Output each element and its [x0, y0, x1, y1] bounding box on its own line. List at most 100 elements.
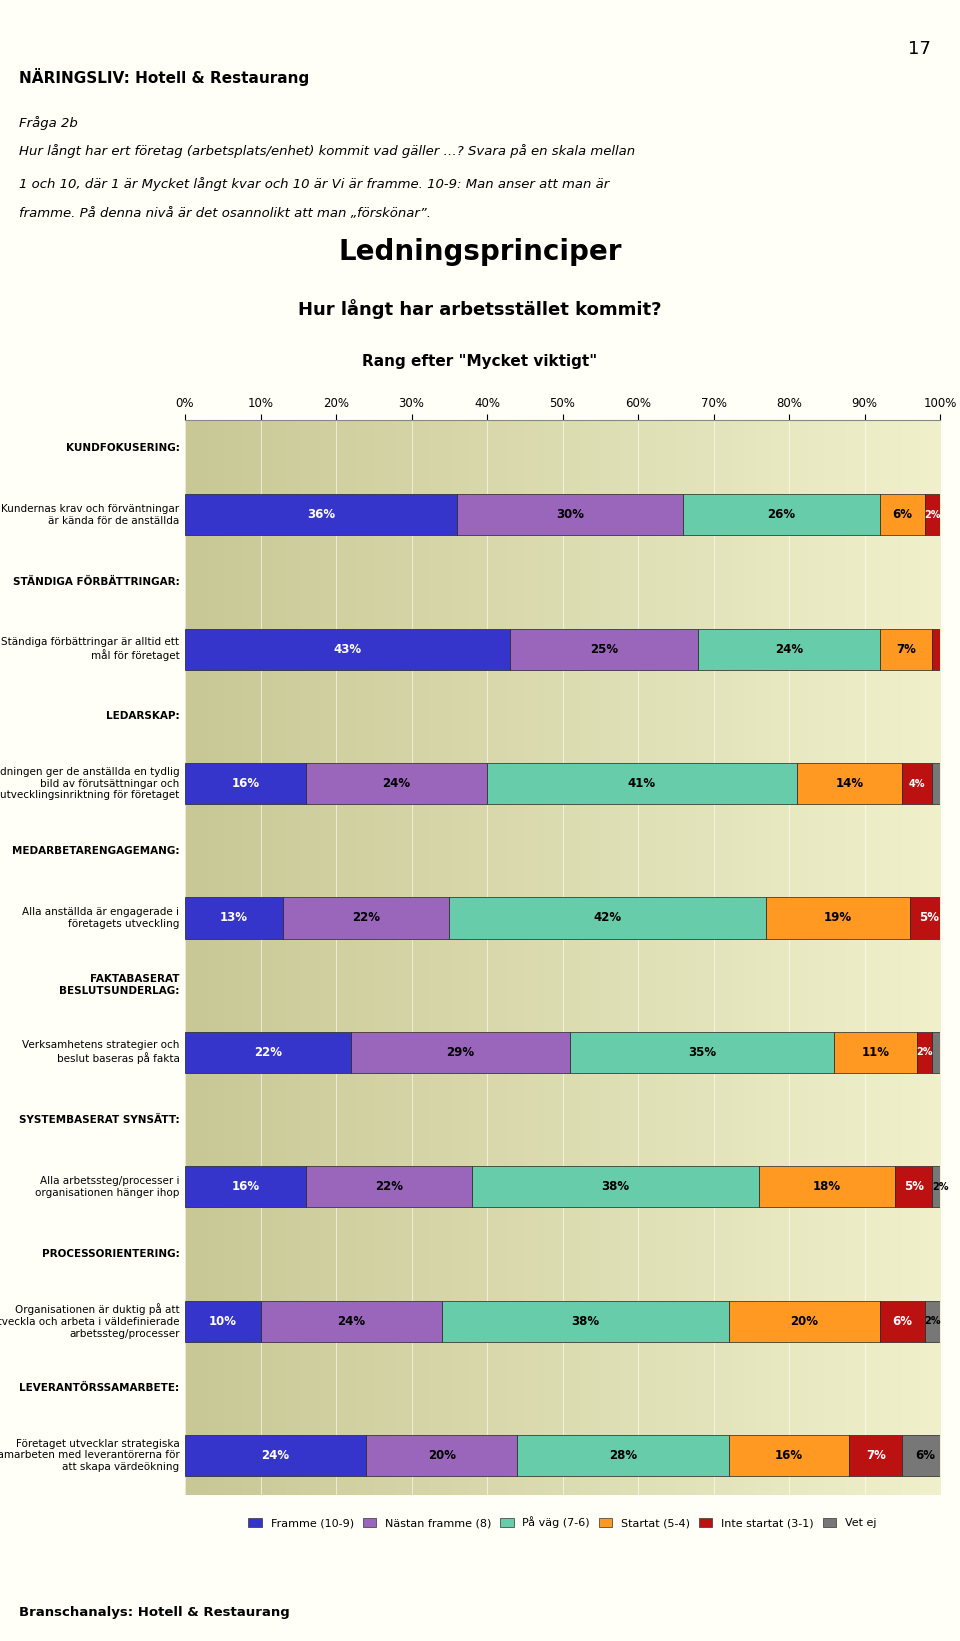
Bar [185, 763, 306, 804]
Text: 22%: 22% [352, 911, 380, 924]
Text: 24%: 24% [261, 1449, 290, 1462]
Text: 24%: 24% [337, 1314, 365, 1328]
Bar [283, 898, 449, 939]
Bar [797, 763, 902, 804]
Bar [932, 1167, 948, 1208]
Text: FAKTABASERAT
BESLUTSUNDERLAG:: FAKTABASERAT BESLUTSUNDERLAG: [60, 975, 180, 996]
Bar [850, 1434, 902, 1475]
Text: KUNDFOKUSERING:: KUNDFOKUSERING: [65, 443, 180, 453]
Bar [185, 898, 283, 939]
Text: 5%: 5% [919, 911, 939, 924]
Text: STÄNDIGA FÖRBÄTTRINGAR:: STÄNDIGA FÖRBÄTTRINGAR: [12, 578, 180, 587]
Text: Alla arbetssteg/processer i
organisationen hänger ihop: Alla arbetssteg/processer i organisation… [36, 1177, 180, 1198]
Text: 24%: 24% [775, 643, 804, 656]
Text: 24%: 24% [382, 778, 411, 789]
Bar [758, 1167, 895, 1208]
Bar [472, 1167, 758, 1208]
Text: 10%: 10% [208, 1314, 237, 1328]
Text: 42%: 42% [593, 911, 622, 924]
Text: 25%: 25% [590, 643, 618, 656]
Text: 6%: 6% [892, 509, 912, 522]
Text: NÄRINGSLIV: Hotell & Restaurang: NÄRINGSLIV: Hotell & Restaurang [19, 69, 309, 87]
Bar [185, 1167, 306, 1208]
Text: Kundernas krav och förväntningar
är kända för de anställda: Kundernas krav och förväntningar är känd… [1, 504, 180, 525]
Bar [895, 1167, 932, 1208]
Text: 2%: 2% [924, 510, 941, 520]
Text: 5%: 5% [903, 1180, 924, 1193]
Text: framme. På denna nivå är det osannolikt att man „förskönar”.: framme. På denna nivå är det osannolikt … [19, 207, 431, 220]
Text: Ledningsprinciper: Ledningsprinciper [338, 238, 622, 266]
Text: Företaget utvecklar strategiska
samarbeten med leverantörerna för
att skapa värd: Företaget utvecklar strategiska samarbet… [0, 1439, 180, 1472]
Bar [449, 898, 766, 939]
Text: 20%: 20% [428, 1449, 456, 1462]
Bar [932, 1032, 940, 1073]
Bar [185, 1301, 260, 1342]
Bar [487, 763, 797, 804]
Text: 43%: 43% [333, 643, 361, 656]
Bar [924, 494, 940, 535]
Text: LEVERANTÖRSSAMARBETE:: LEVERANTÖRSSAMARBETE: [19, 1383, 180, 1393]
Bar [185, 1434, 366, 1475]
Text: MEDARBETARENGAGEMANG:: MEDARBETARENGAGEMANG: [12, 845, 180, 857]
Legend: Framme (10-9), Nästan framme (8), På väg (7-6), Startat (5-4), Inte startat (3-1: Framme (10-9), Nästan framme (8), På väg… [249, 1516, 876, 1528]
Text: 17: 17 [908, 39, 931, 57]
Text: Verksamhetens strategier och
beslut baseras på fakta: Verksamhetens strategier och beslut base… [22, 1040, 180, 1065]
Bar [699, 629, 879, 670]
Text: 6%: 6% [915, 1449, 935, 1462]
Text: 1 och 10, där 1 är Mycket långt kvar och 10 är Vi är framme. 10-9: Man anser att: 1 och 10, där 1 är Mycket långt kvar och… [19, 177, 610, 190]
Bar [185, 629, 510, 670]
Text: 19%: 19% [824, 911, 852, 924]
Text: 41%: 41% [628, 778, 656, 789]
Bar [729, 1434, 850, 1475]
Text: 30%: 30% [556, 509, 584, 522]
Bar [185, 1032, 351, 1073]
Bar [879, 629, 932, 670]
Text: Organisationen är duktig på att
utveckla och arbeta i väldefinierade
arbetssteg/: Organisationen är duktig på att utveckla… [0, 1303, 180, 1339]
Bar [185, 494, 457, 535]
Text: 7%: 7% [896, 643, 916, 656]
Text: 22%: 22% [254, 1045, 282, 1058]
Text: 2%: 2% [924, 1316, 941, 1326]
Text: 2%: 2% [932, 1182, 948, 1191]
Bar [918, 1032, 932, 1073]
Text: PROCESSORIENTERING:: PROCESSORIENTERING: [41, 1249, 180, 1259]
Bar [510, 629, 699, 670]
Text: 4%: 4% [909, 778, 925, 789]
Bar [879, 1301, 924, 1342]
Text: 16%: 16% [231, 778, 259, 789]
Text: Hur långt har arbetsstället kommit?: Hur långt har arbetsstället kommit? [299, 299, 661, 320]
Text: 22%: 22% [374, 1180, 403, 1193]
Text: 38%: 38% [571, 1314, 599, 1328]
Text: Fråga 2b: Fråga 2b [19, 117, 78, 130]
Bar [902, 763, 932, 804]
Text: SYSTEMBASERAT SYNSÄTT:: SYSTEMBASERAT SYNSÄTT: [19, 1114, 180, 1124]
Text: Ledningen ger de anställda en tydlig
bild av förutsättningar och
utvecklingsinri: Ledningen ger de anställda en tydlig bil… [0, 766, 180, 801]
Bar [366, 1434, 517, 1475]
Text: 36%: 36% [307, 509, 335, 522]
Text: 7%: 7% [866, 1449, 886, 1462]
Bar [902, 1434, 948, 1475]
Text: 6%: 6% [892, 1314, 912, 1328]
Text: 38%: 38% [601, 1180, 630, 1193]
Bar [924, 1301, 940, 1342]
Text: 13%: 13% [220, 911, 248, 924]
Text: Branschanalys: Hotell & Restaurang: Branschanalys: Hotell & Restaurang [19, 1607, 290, 1620]
Text: Alla anställda är engagerade i
företagets utveckling: Alla anställda är engagerade i företaget… [22, 907, 180, 929]
Text: 14%: 14% [835, 778, 863, 789]
Text: 2%: 2% [917, 1047, 933, 1057]
Text: 18%: 18% [813, 1180, 841, 1193]
Text: 29%: 29% [446, 1045, 474, 1058]
Text: 35%: 35% [688, 1045, 716, 1058]
Bar [766, 898, 910, 939]
Bar [570, 1032, 834, 1073]
Bar [910, 898, 948, 939]
Bar [442, 1301, 729, 1342]
Text: 11%: 11% [862, 1045, 890, 1058]
Bar [351, 1032, 570, 1073]
Bar [260, 1301, 442, 1342]
Text: 16%: 16% [231, 1180, 259, 1193]
Bar [306, 763, 487, 804]
Bar [684, 494, 879, 535]
Bar [306, 1167, 472, 1208]
Bar [932, 763, 940, 804]
